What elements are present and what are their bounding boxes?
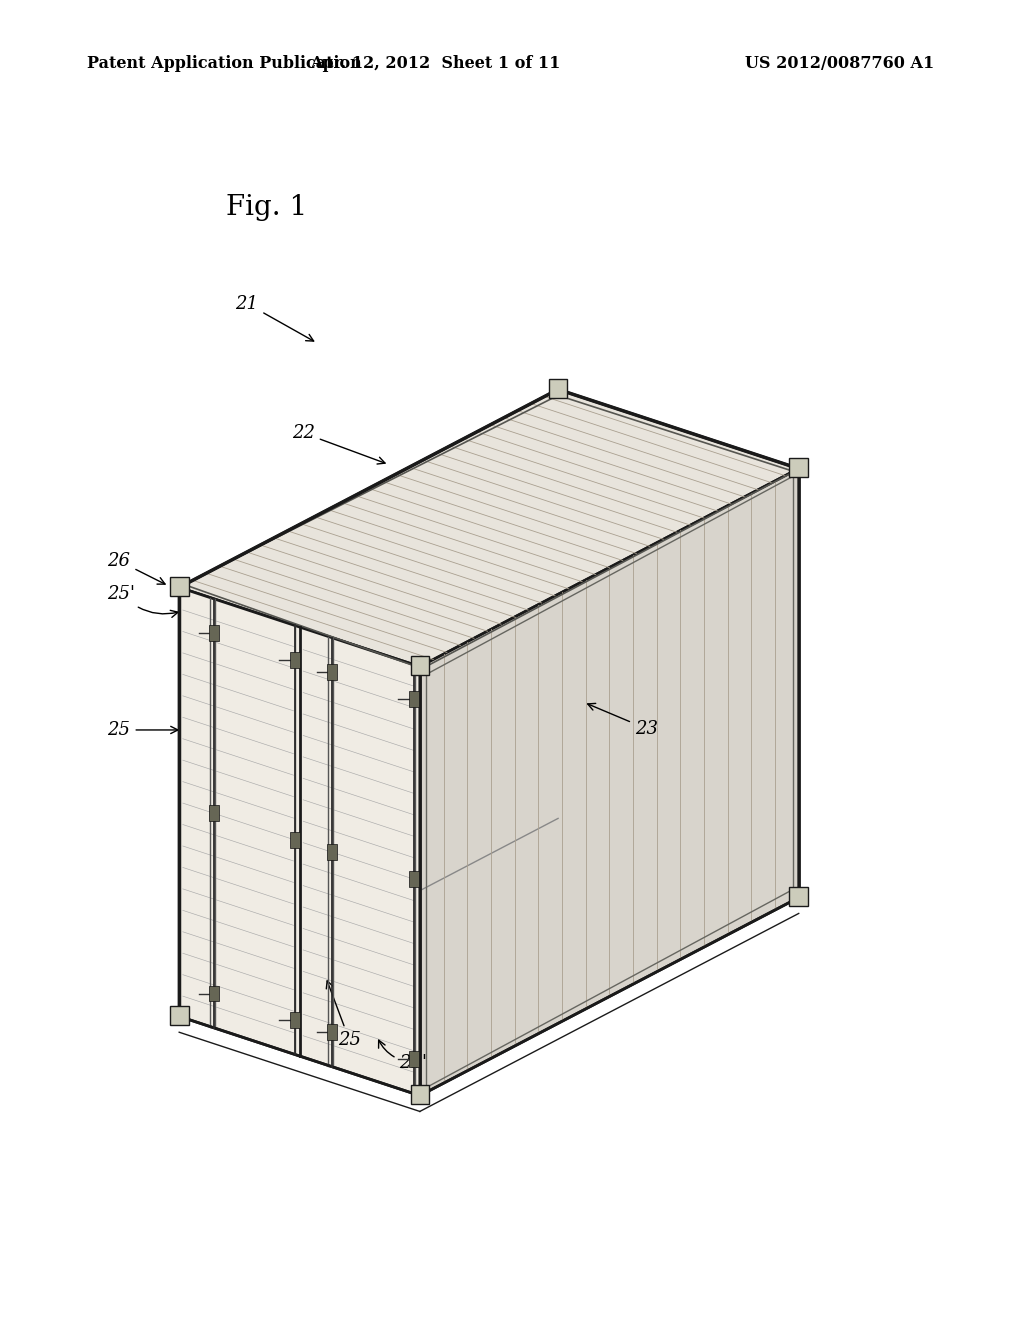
- Bar: [411, 656, 429, 676]
- Text: 25: 25: [327, 981, 360, 1049]
- Text: 25: 25: [108, 721, 178, 739]
- Polygon shape: [420, 469, 799, 1096]
- Bar: [209, 986, 219, 1002]
- Bar: [409, 1051, 419, 1067]
- Text: Apr. 12, 2012  Sheet 1 of 11: Apr. 12, 2012 Sheet 1 of 11: [310, 55, 560, 71]
- Bar: [411, 1085, 429, 1104]
- Bar: [170, 1006, 188, 1024]
- Text: 25': 25': [108, 585, 178, 618]
- Polygon shape: [179, 587, 420, 1096]
- Polygon shape: [179, 389, 799, 667]
- Text: 21: 21: [236, 294, 313, 341]
- Bar: [290, 1012, 300, 1028]
- Bar: [290, 652, 300, 668]
- Text: US 2012/0087760 A1: US 2012/0087760 A1: [745, 55, 934, 71]
- Text: 25': 25': [379, 1040, 427, 1072]
- Bar: [409, 871, 419, 887]
- Bar: [290, 832, 300, 847]
- Bar: [170, 577, 188, 595]
- Bar: [549, 379, 567, 399]
- Text: 23: 23: [588, 704, 657, 738]
- Bar: [327, 845, 337, 861]
- Text: Fig. 1: Fig. 1: [225, 194, 307, 220]
- Bar: [327, 1024, 337, 1040]
- Text: 26: 26: [108, 552, 165, 585]
- Bar: [790, 887, 808, 906]
- Bar: [409, 692, 419, 708]
- Bar: [790, 458, 808, 477]
- Bar: [209, 805, 219, 821]
- Text: 22: 22: [292, 424, 385, 465]
- Bar: [209, 626, 219, 642]
- Bar: [327, 664, 337, 680]
- Text: Patent Application Publication: Patent Application Publication: [87, 55, 361, 71]
